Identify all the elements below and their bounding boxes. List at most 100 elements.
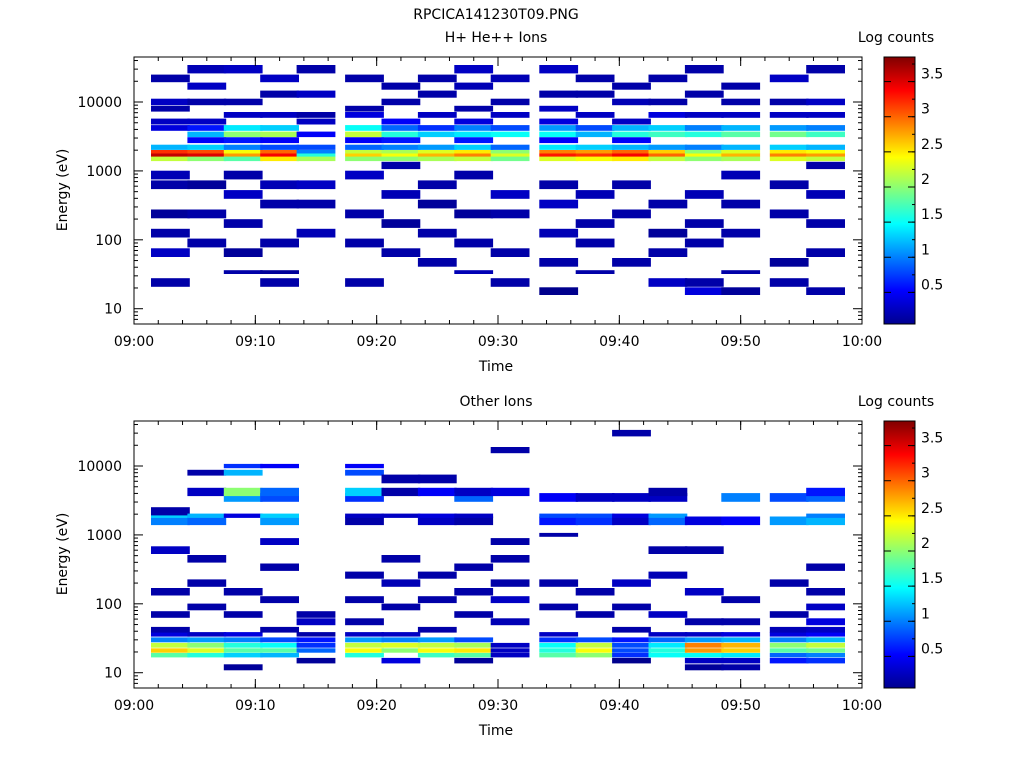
heatmap-cell [151, 632, 190, 637]
heatmap-cell [490, 447, 530, 454]
heatmap-cell [721, 153, 761, 157]
heatmap-cell [417, 652, 457, 658]
heatmap-cell [539, 90, 579, 98]
heatmap-cell [575, 611, 615, 618]
heatmap-cell [260, 112, 299, 118]
heatmap-cell [539, 153, 579, 157]
x-tick-label: 10:00 [842, 334, 882, 350]
heatmap-cell [151, 637, 190, 643]
heatmap-cell [575, 493, 615, 502]
heatmap-cell [575, 637, 615, 643]
heatmap-cell [721, 648, 761, 653]
heatmap-cell [684, 618, 724, 626]
heatmap-cell [454, 487, 494, 497]
heatmap-cell [612, 82, 651, 90]
heatmap-cell [612, 579, 651, 587]
heatmap-cell [296, 637, 336, 643]
heatmap-cell [721, 82, 761, 90]
heatmap-cell [187, 516, 227, 526]
heatmap-cell [381, 474, 421, 484]
heatmap-cell [454, 153, 494, 157]
heatmap-cell [721, 144, 761, 150]
heatmap-cell [381, 118, 421, 125]
heatmap-cell [575, 90, 615, 98]
heatmap-cell [454, 150, 494, 154]
heatmap-cell [381, 248, 421, 257]
heatmap-cell [806, 618, 845, 626]
heatmap-cell [260, 125, 299, 131]
heatmap-cell [454, 137, 494, 144]
heatmap-cell [260, 270, 299, 274]
heatmap-cell [223, 270, 263, 274]
heatmap-cell [721, 637, 761, 643]
heatmap-cell [296, 131, 336, 138]
panel-h-he-ions: H+ He++ Ions Log counts 09:00 09:10 09:20 0… [55, 30, 943, 375]
heatmap-cell [187, 209, 227, 219]
heatmap-cell [769, 626, 809, 633]
heatmap-cell [345, 493, 384, 502]
heatmap-cell [648, 642, 688, 648]
heatmap-cell [612, 513, 651, 518]
heatmap-cell [187, 238, 227, 248]
heatmap-cell [684, 219, 724, 228]
heatmap-cell [648, 74, 688, 83]
heatmap-cell [612, 429, 651, 437]
heatmap-cell [648, 112, 688, 118]
heatmap-cell [187, 125, 227, 131]
heatmap-cell [721, 228, 761, 238]
heatmap-cell [260, 513, 299, 518]
heatmap-cell [648, 125, 688, 131]
heatmap-cell [260, 493, 299, 502]
heatmap-cell [575, 153, 615, 157]
heatmap-cell [296, 65, 336, 74]
heatmap-cell [296, 118, 336, 125]
y-tick-label: 100 [95, 597, 122, 613]
heatmap-cell [260, 131, 299, 138]
heatmap-cell [806, 144, 845, 150]
heatmap-cell [381, 579, 421, 587]
heatmap-cell [612, 150, 651, 154]
heatmap-cell [296, 657, 336, 664]
heatmap-cell [806, 248, 845, 257]
heatmap-cell [648, 648, 688, 653]
heatmap-cell [721, 150, 761, 154]
heatmap-cell [454, 131, 494, 138]
heatmap-cell [769, 258, 809, 267]
heatmap-cell [223, 652, 263, 658]
heatmap-cell [187, 648, 227, 653]
colorbar-tick-label: 1.5 [921, 207, 943, 223]
figure-title: RPCICA141230T09.PNG [413, 7, 578, 23]
heatmap-cell [223, 637, 263, 643]
heatmap-cell [381, 513, 421, 518]
heatmap-cell [575, 150, 615, 154]
heatmap-cell [769, 150, 809, 154]
heatmap-cell [381, 642, 421, 648]
heatmap-cell [345, 618, 384, 626]
heatmap-cell [417, 150, 457, 154]
heatmap-cell [151, 516, 190, 526]
heatmap-cell [223, 463, 263, 469]
heatmap-cell [769, 611, 809, 618]
heatmap-cell [151, 156, 190, 162]
heatmap-cell [539, 652, 579, 658]
heatmap-cell [539, 603, 579, 611]
heatmap-cell [345, 144, 384, 150]
heatmap-plot-area: 09:00 09:10 09:20 09:30 09:40 09:50 10:00 10 100… [77, 420, 882, 714]
x-tick-label: 09:10 [235, 334, 275, 350]
heatmap-cell [454, 156, 494, 162]
heatmap-cell [345, 125, 384, 131]
heatmap-cell [490, 652, 530, 658]
heatmap-cell [345, 74, 384, 83]
heatmap-cell [223, 125, 263, 131]
heatmap-cell [721, 270, 761, 274]
heatmap-cell [454, 611, 494, 618]
heatmap-cell [151, 611, 190, 618]
heatmap-cell [296, 90, 336, 98]
heatmap-cell [417, 156, 457, 162]
heatmap-cell [575, 156, 615, 162]
heatmap-cell [684, 150, 724, 154]
heatmap-cell [151, 588, 190, 596]
heatmap-cell [296, 180, 336, 190]
heatmap-cell [684, 657, 724, 664]
heatmap-cell [454, 648, 494, 653]
